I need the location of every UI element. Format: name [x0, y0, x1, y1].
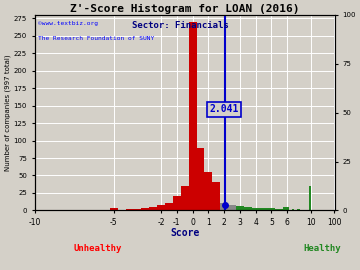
Bar: [204, 172, 212, 210]
Bar: [157, 205, 165, 210]
Bar: [244, 207, 252, 210]
Text: 2.041: 2.041: [209, 104, 239, 114]
Text: Sector: Financials: Sector: Financials: [132, 21, 228, 30]
Bar: [141, 208, 149, 210]
Bar: [260, 208, 267, 210]
Bar: [252, 208, 260, 210]
Title: Z'-Score Histogram for LOAN (2016): Z'-Score Histogram for LOAN (2016): [70, 4, 300, 14]
Text: Healthy: Healthy: [304, 244, 341, 253]
Bar: [173, 197, 181, 210]
Bar: [267, 208, 275, 210]
Bar: [275, 209, 283, 210]
Text: Unhealthy: Unhealthy: [74, 244, 122, 253]
X-axis label: Score: Score: [170, 228, 199, 238]
Bar: [181, 186, 189, 210]
Bar: [283, 207, 289, 210]
Y-axis label: Number of companies (997 total): Number of companies (997 total): [4, 54, 11, 171]
Bar: [212, 183, 220, 210]
Bar: [309, 186, 311, 210]
Bar: [236, 205, 244, 210]
Text: The Research Foundation of SUNY: The Research Foundation of SUNY: [37, 36, 154, 42]
Bar: [228, 205, 236, 210]
Bar: [197, 148, 204, 210]
Bar: [297, 209, 300, 210]
Bar: [189, 22, 197, 210]
Text: ©www.textbiz.org: ©www.textbiz.org: [37, 21, 98, 26]
Bar: [220, 203, 228, 210]
Bar: [149, 207, 157, 210]
Bar: [165, 203, 173, 210]
Bar: [292, 209, 294, 210]
Bar: [126, 209, 134, 210]
Bar: [110, 208, 118, 210]
Bar: [134, 209, 141, 210]
